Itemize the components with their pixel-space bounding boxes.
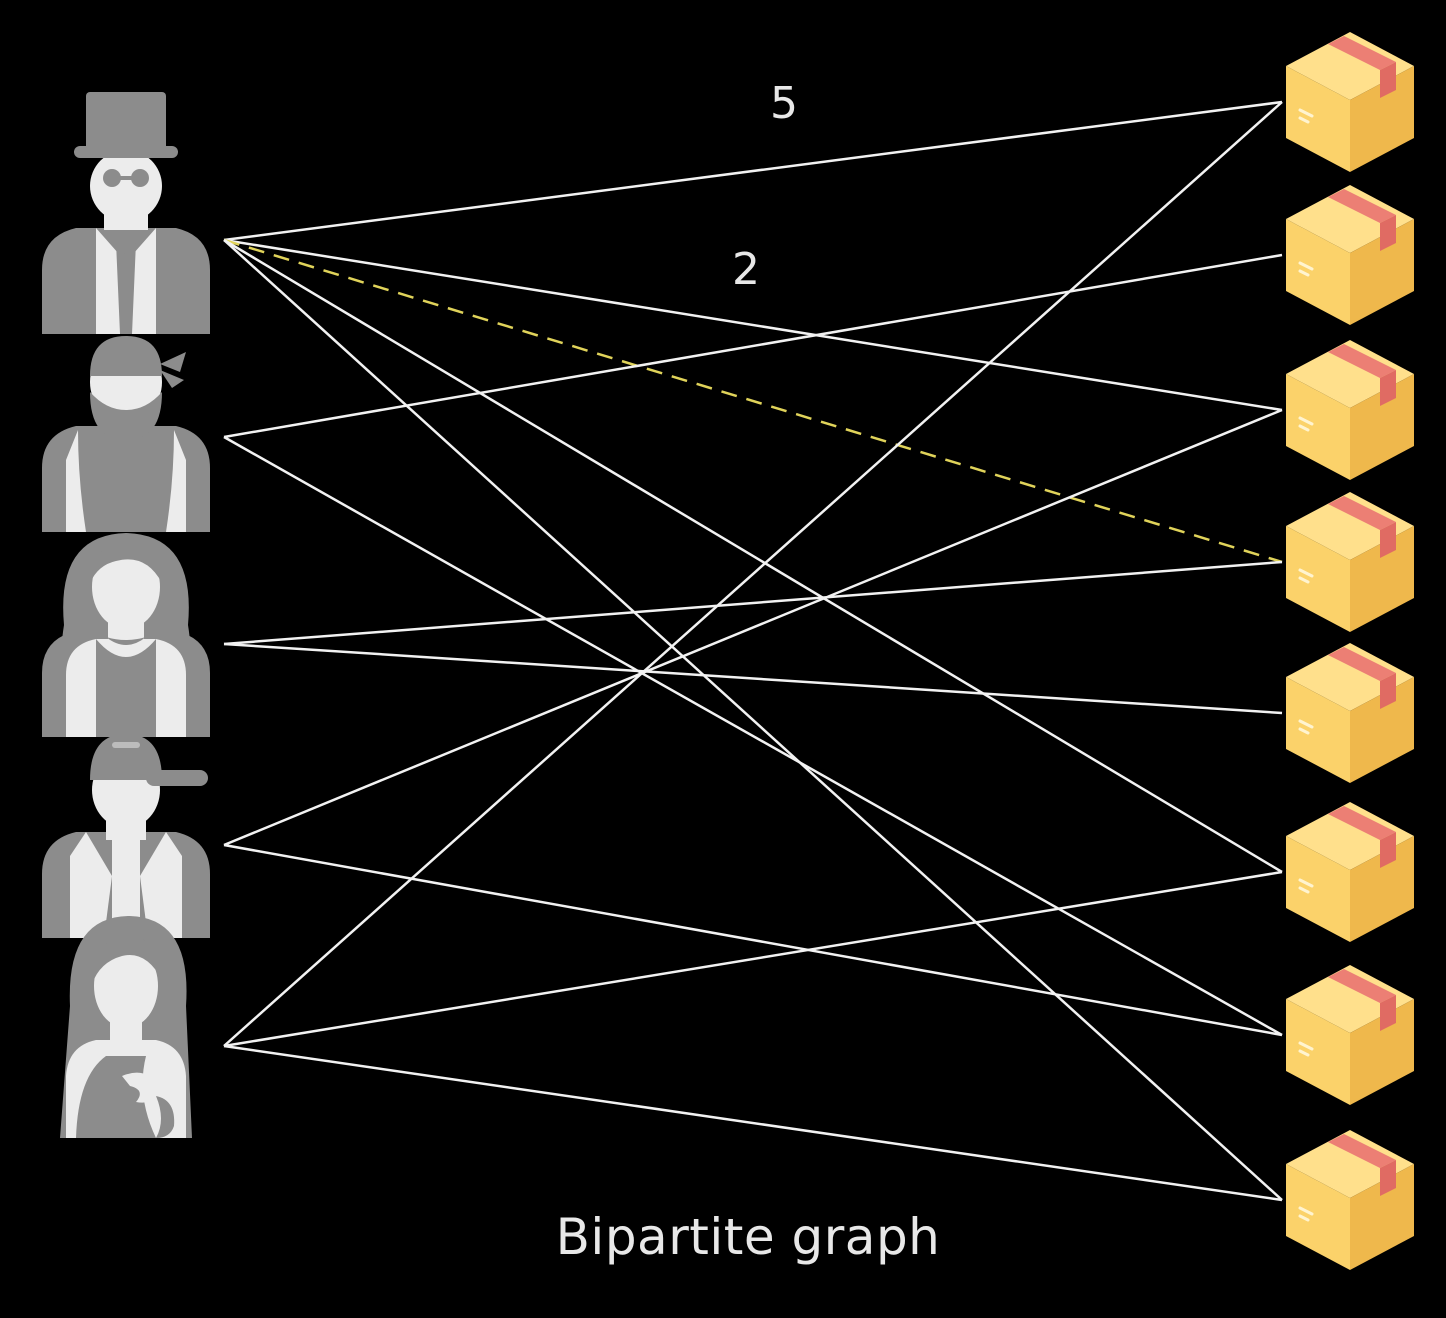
edge-u2-i3	[223, 560, 1283, 646]
edge-u0-i0	[223, 100, 1283, 242]
edge-u3-i2	[223, 408, 1283, 847]
edge-u4-i5	[223, 870, 1283, 1048]
users-column	[42, 92, 210, 1138]
edge-u1-i6	[223, 435, 1283, 1037]
edge-u4-i7	[223, 1044, 1283, 1202]
cap-man-icon	[42, 734, 210, 938]
long-hair-woman-icon	[42, 533, 210, 737]
edge-weight-label-5: 5	[770, 78, 798, 129]
edge-u4-i0	[223, 101, 1283, 1047]
package-box-icon	[1284, 183, 1416, 327]
package-box-icon	[1284, 490, 1416, 634]
edge-u0-i7	[223, 239, 1283, 1201]
edge-highlighted-u0-i3	[223, 238, 1283, 564]
edges-layer	[223, 100, 1283, 1202]
package-box-icon	[1284, 641, 1416, 785]
items-column	[1284, 30, 1416, 1272]
edge-u2-i4	[223, 642, 1283, 715]
edge-u1-i1	[223, 253, 1283, 439]
edge-weight-label-2: 2	[732, 244, 760, 295]
edge-u3-i6	[223, 843, 1283, 1037]
edge-u0-i2	[223, 238, 1283, 412]
diagram-caption: Bipartite graph	[555, 1208, 941, 1266]
package-box-icon	[1284, 800, 1416, 944]
bearded-bandana-man-icon	[42, 336, 210, 532]
package-box-icon	[1284, 338, 1416, 482]
package-box-icon	[1284, 963, 1416, 1107]
long-hair-woman-2-icon	[60, 916, 192, 1138]
package-box-icon	[1284, 1128, 1416, 1272]
gentleman-top-hat-icon	[42, 92, 210, 334]
package-box-icon	[1284, 30, 1416, 174]
edge-u0-i5	[223, 238, 1283, 874]
